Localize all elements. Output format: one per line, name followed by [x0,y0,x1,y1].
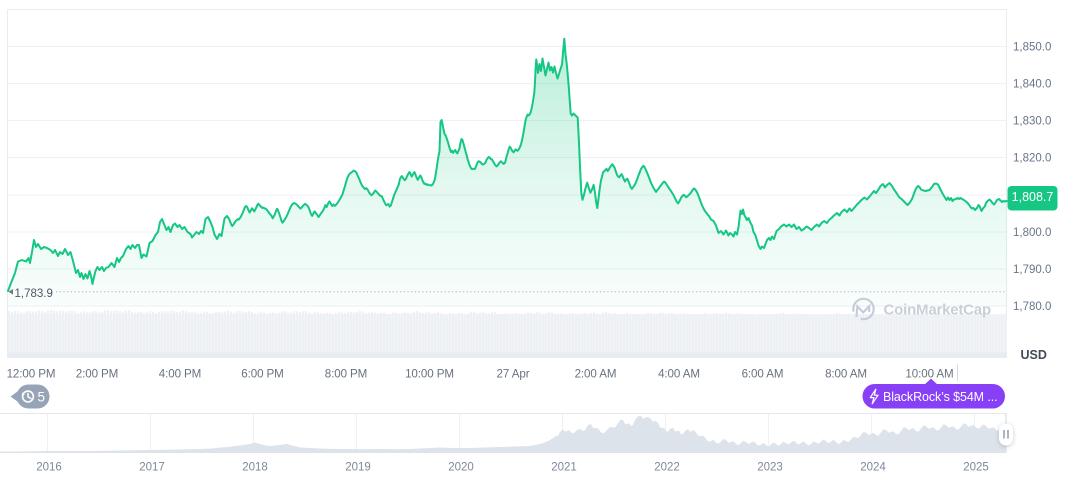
svg-text:1,790.0: 1,790.0 [1013,264,1051,276]
svg-text:1,820.0: 1,820.0 [1013,153,1051,165]
svg-text:2:00 PM: 2:00 PM [76,368,118,381]
svg-text:2025: 2025 [963,462,989,474]
svg-text:2016: 2016 [36,462,62,474]
svg-text:1,830.0: 1,830.0 [1013,116,1051,128]
svg-text:CoinMarketCap: CoinMarketCap [884,302,991,319]
svg-text:2024: 2024 [860,462,886,474]
svg-text:10:00 AM: 10:00 AM [905,368,953,381]
svg-text:1,800.0: 1,800.0 [1013,227,1051,239]
svg-text:2017: 2017 [139,462,165,474]
svg-text:2:00 AM: 2:00 AM [575,368,617,381]
svg-text:8:00 AM: 8:00 AM [825,368,867,381]
svg-text:BlackRock’s $54M ...: BlackRock’s $54M ... [883,390,997,404]
svg-text:1,840.0: 1,840.0 [1013,79,1051,91]
svg-text:2023: 2023 [757,462,783,474]
svg-text:1,808.7: 1,808.7 [1012,190,1054,204]
svg-text:8:00 PM: 8:00 PM [325,368,367,381]
svg-text:2019: 2019 [345,462,371,474]
svg-text:2020: 2020 [448,462,474,474]
svg-text:2021: 2021 [551,462,577,474]
svg-text:5: 5 [38,390,46,405]
svg-text:6:00 AM: 6:00 AM [742,368,784,381]
svg-text:2018: 2018 [242,462,268,474]
svg-text:10:00 PM: 10:00 PM [405,368,454,381]
svg-text:6:00 PM: 6:00 PM [241,368,283,381]
svg-text:1,783.9: 1,783.9 [15,288,53,300]
svg-text:USD: USD [1021,348,1047,362]
svg-text:27 Apr: 27 Apr [497,368,530,381]
svg-text:12:00 PM: 12:00 PM [7,368,56,381]
svg-text:1,850.0: 1,850.0 [1013,42,1051,54]
svg-text:2022: 2022 [654,462,680,474]
svg-text:4:00 AM: 4:00 AM [658,368,700,381]
svg-text:4:00 PM: 4:00 PM [159,368,201,381]
svg-text:1,780.0: 1,780.0 [1013,301,1051,313]
